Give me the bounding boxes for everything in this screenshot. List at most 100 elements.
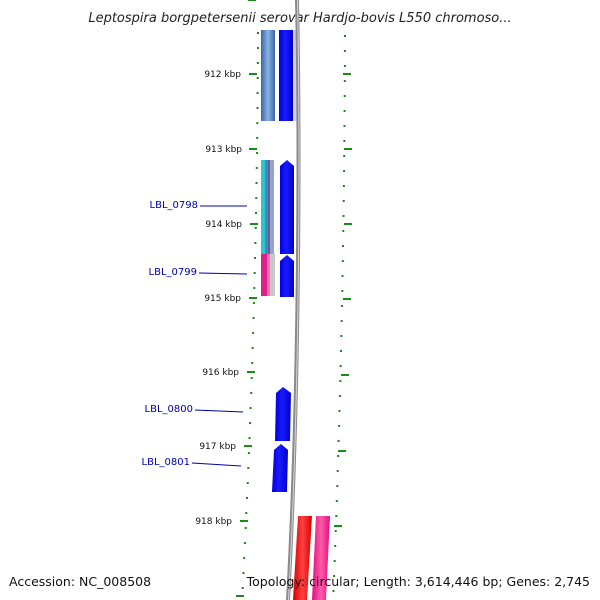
- cds-arrow-0799: [280, 255, 294, 297]
- gc-dot: [335, 500, 338, 502]
- hit-bar-teal: [265, 160, 268, 254]
- gc-dot: [334, 530, 337, 532]
- gc-dot: [246, 497, 248, 499]
- gc-dot: [339, 380, 342, 382]
- rna-feature-pink: [312, 516, 330, 600]
- gc-dot: [342, 215, 345, 217]
- gc-dot: [255, 212, 257, 214]
- gc-dot: [338, 410, 341, 412]
- gc-dot: [255, 197, 258, 199]
- gc-dot: [255, 167, 258, 169]
- gc-dot: [343, 155, 346, 157]
- gc-dot: [243, 542, 246, 544]
- hit-bar-grey: [270, 254, 275, 296]
- gc-dot: [342, 245, 344, 247]
- tick-label: 912 kbp: [204, 70, 241, 80]
- gc-dot: [341, 260, 344, 262]
- gc-dot: [249, 407, 252, 409]
- gc-dot: [250, 392, 253, 394]
- gc-dots-right: [332, 35, 346, 592]
- gc-dot: [332, 590, 335, 592]
- gc-dot: [340, 320, 343, 322]
- gc-dot: [334, 545, 337, 547]
- gc-dot: [247, 467, 250, 469]
- genome-backbone: [286, 0, 301, 600]
- gc-dot: [256, 107, 259, 109]
- gc-dot: [340, 335, 343, 337]
- gc-dot: [255, 182, 258, 184]
- gc-dot: [333, 575, 336, 577]
- gc-dot: [343, 65, 346, 67]
- gene-label-lbl-0798[interactable]: LBL_0798: [150, 200, 198, 211]
- gc-dot: [247, 452, 250, 454]
- gc-dot: [341, 305, 343, 307]
- gc-dot: [241, 587, 244, 589]
- gene-labels: LBL_0798 LBL_0799 LBL_0800 LBL_0801: [142, 200, 248, 468]
- rna-features: [293, 516, 330, 600]
- gene-label-lbl-0800[interactable]: LBL_0800: [145, 404, 193, 415]
- gc-dot: [342, 230, 345, 232]
- gc-dot: [245, 512, 248, 514]
- gc-dot: [344, 35, 346, 37]
- gc-dot: [254, 257, 257, 259]
- gc-dot: [342, 200, 345, 202]
- gc-dots-left: [241, 32, 259, 589]
- gc-dot: [244, 527, 247, 529]
- hit-bar-magenta: [261, 254, 267, 296]
- hit-bar-lavender: [270, 160, 274, 254]
- gc-dot: [336, 470, 339, 472]
- gc-dot: [256, 77, 259, 79]
- gc-dot: [338, 425, 341, 427]
- tick-label: 917 kbp: [199, 442, 236, 452]
- gc-dot: [250, 377, 253, 379]
- cds-arrow-0801: [272, 444, 288, 492]
- tick-label: 915 kbp: [204, 294, 241, 304]
- scale-ticks: 912 kbp 913 kbp 914 kbp 915 kbp 916 kbp …: [195, 0, 352, 597]
- gc-dot: [252, 332, 255, 334]
- gc-dot: [343, 95, 346, 97]
- hit-bar-pink: [267, 254, 270, 296]
- hit-bar-purple: [268, 160, 270, 254]
- cds-forward-block: [279, 30, 293, 121]
- gc-dot: [337, 455, 340, 457]
- hit-stack-0799: [261, 254, 275, 296]
- tick-label: 918 kbp: [195, 517, 232, 527]
- gc-dot: [339, 365, 342, 367]
- gc-dot: [343, 125, 346, 127]
- feature-track-upper: [261, 30, 297, 121]
- gc-dot: [342, 185, 345, 187]
- tick-label: 916 kbp: [202, 368, 239, 378]
- leader-line: [198, 272, 248, 275]
- gc-dot: [256, 92, 259, 94]
- gc-dot: [340, 350, 342, 352]
- gc-dot: [343, 170, 346, 172]
- map-title: Leptospira borgpetersenii serovar Hardjo…: [88, 11, 511, 26]
- gc-dot: [256, 62, 259, 64]
- gc-dot: [251, 362, 254, 364]
- accession-text: Accession: NC_008508: [9, 574, 151, 589]
- gc-dot: [253, 272, 256, 274]
- gene-label-lbl-0799[interactable]: LBL_0799: [149, 267, 197, 278]
- cds-edge: [293, 30, 297, 121]
- leader-line: [194, 409, 244, 413]
- hit-bar-cyan: [261, 160, 265, 254]
- gc-dot: [249, 422, 252, 424]
- gc-dot: [337, 440, 340, 442]
- gc-dot: [343, 110, 346, 112]
- rna-feature-red: [293, 516, 312, 600]
- gc-dot: [256, 137, 259, 139]
- gc-dot: [253, 287, 256, 289]
- genome-backbone-highlight: [288, 0, 300, 600]
- gc-dot: [343, 140, 346, 142]
- gc-dot: [257, 32, 259, 34]
- gc-dot: [252, 317, 255, 319]
- gc-dot: [248, 437, 251, 439]
- gene-label-lbl-0801[interactable]: LBL_0801: [142, 457, 190, 468]
- gc-dot: [254, 242, 257, 244]
- cds-arrows: [272, 160, 294, 492]
- gc-dot: [341, 275, 344, 277]
- gc-dot: [242, 572, 245, 574]
- gc-dot: [343, 50, 346, 52]
- gc-dot: [256, 47, 259, 49]
